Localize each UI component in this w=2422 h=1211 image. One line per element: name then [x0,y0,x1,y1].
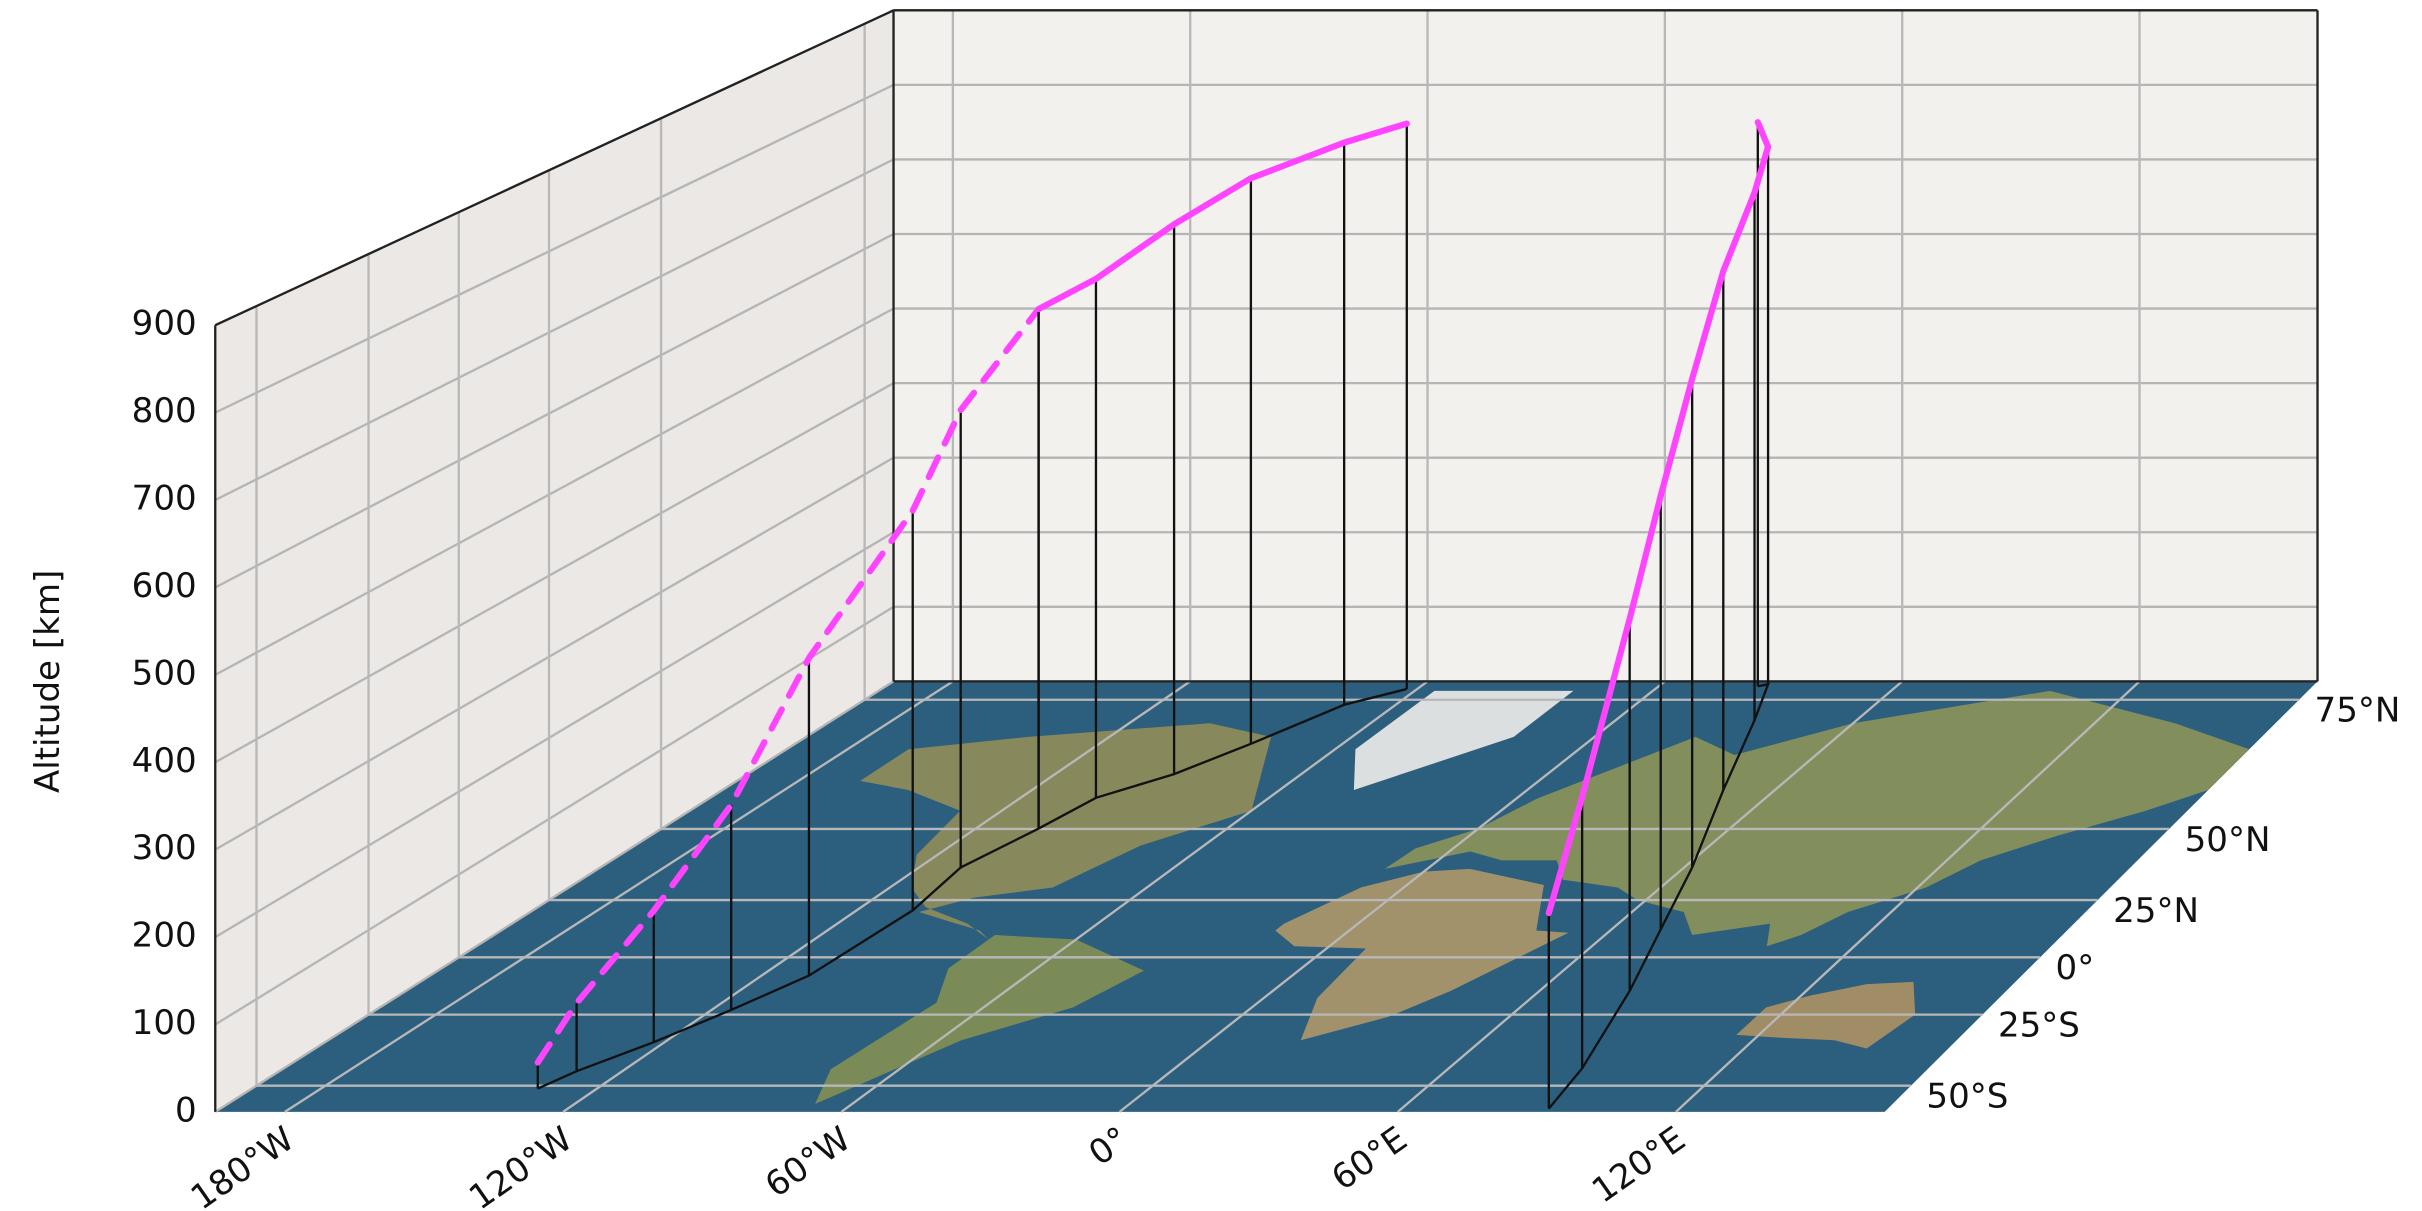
x-tick-label: 120°W [462,1119,580,1211]
y-tick-label: 50°S [1926,1077,2008,1117]
y-tick-label: 0° [2056,948,2095,988]
z-tick-label: 0 [175,1090,197,1130]
z-tick-label: 400 [132,741,197,781]
chart: Altitude [km] 0 100 200 300 400 500 600 700 800 9… [0,0,2422,1211]
z-tick-label: 300 [132,828,197,868]
y-tick-label: 25°S [1998,1005,2080,1045]
back-wall [894,10,2318,681]
z-tick-label: 800 [132,391,197,431]
x-tick-label: 60°E [1325,1119,1415,1199]
z-tick-label: 500 [132,653,197,693]
x-tick-label: 60°W [758,1119,858,1206]
z-tick-label: 100 [132,1003,197,1043]
y-tick-label: 75°N [2315,691,2401,731]
x-tick-label: 120°E [1585,1119,1693,1211]
z-tick-label: 700 [132,479,197,519]
x-tick-label: 180°W [184,1119,302,1211]
z-tick-label: 900 [132,304,197,344]
x-tick-label: 0° [1082,1119,1137,1174]
z-tick-label: 600 [132,566,197,606]
z-axis-label: Altitude [km] [28,570,68,793]
y-tick-label: 50°N [2185,820,2271,860]
y-tick-label: 25°N [2113,891,2199,931]
z-tick-label: 200 [132,916,197,956]
